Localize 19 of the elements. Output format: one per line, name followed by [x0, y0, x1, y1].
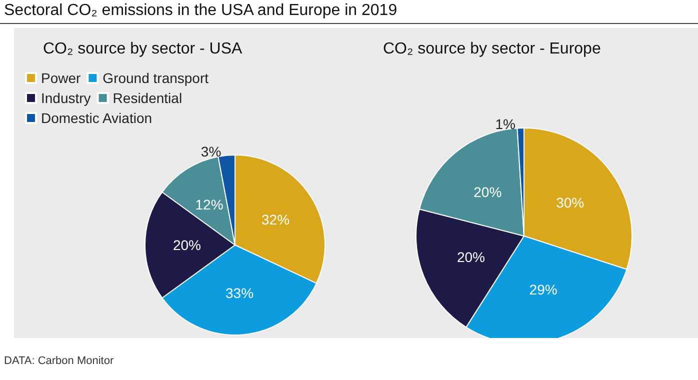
- data-label: 20%: [474, 184, 502, 200]
- data-label: 20%: [172, 237, 202, 253]
- legend-label: Industry: [41, 90, 91, 106]
- data-label: 1%: [495, 116, 516, 132]
- data-label: 3%: [200, 143, 222, 160]
- legend-label: Residential: [112, 90, 182, 106]
- data-label: 32%: [262, 211, 290, 228]
- legend-label: Power: [41, 70, 82, 86]
- text: Sectoral CO₂ emissions in the USA and Europe in 2019: [4, 2, 398, 20]
- data-label: 30%: [556, 194, 584, 210]
- data-label: 20%: [456, 248, 486, 265]
- chart-title: CO₂ source by sector - Europe: [383, 40, 601, 58]
- data-label: 33%: [226, 284, 254, 301]
- text: DATA: Carbon Monitor: [4, 355, 114, 367]
- data-label: 12%: [195, 196, 224, 212]
- data-label: 29%: [529, 282, 558, 298]
- legend-label: Ground transport: [102, 70, 209, 86]
- legend-label: Domestic Aviation: [41, 110, 152, 126]
- chart-title: CO₂ source by sector - USA: [43, 40, 242, 58]
